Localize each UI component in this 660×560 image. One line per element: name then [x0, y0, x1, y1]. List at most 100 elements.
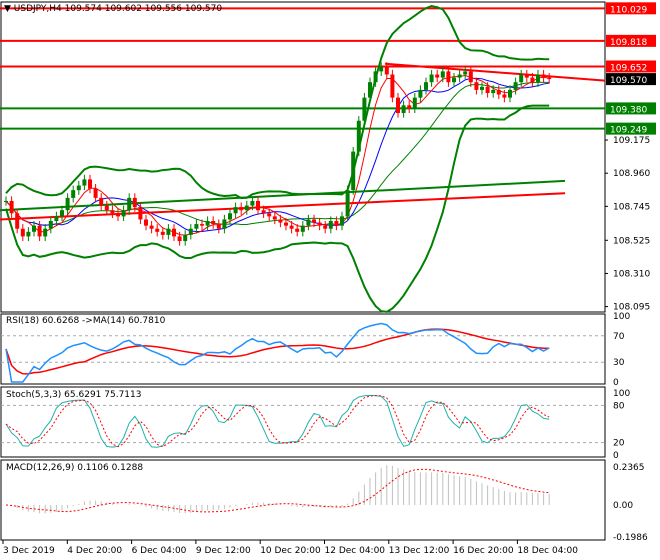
trendline-red	[0, 192, 566, 221]
macd-label: MACD(12,26,9) 0.1106 0.1288	[6, 463, 144, 473]
time-tick-label: 4 Dec 20:00	[67, 546, 122, 556]
price-level-tag	[606, 34, 656, 47]
stoch-signal-line	[5, 395, 550, 448]
candle-body	[440, 71, 445, 78]
rsi-tick-label: 100	[613, 312, 630, 322]
bollinger-upper	[5, 5, 550, 200]
rsi-tick-label: 70	[613, 332, 625, 342]
candle-body	[485, 86, 490, 93]
candle-body	[278, 219, 283, 223]
candle-body	[20, 228, 25, 237]
candle-body	[508, 89, 512, 98]
candle-body	[205, 221, 210, 226]
candle-body	[457, 74, 462, 78]
price-level-label: 109.652	[610, 63, 647, 73]
panel-frame-1	[0, 313, 606, 385]
candle-body	[524, 74, 529, 78]
candle-body	[132, 197, 137, 208]
candle-body	[93, 188, 98, 198]
candle-body	[9, 200, 14, 214]
stoch-label: Stoch(5,3,3) 65.6291 75.7113	[6, 390, 142, 400]
candle-body	[474, 82, 479, 90]
price-tick-label: 108.095	[613, 303, 650, 313]
candle-body	[160, 231, 165, 235]
candle-body	[82, 179, 87, 186]
stoch-tick-label: 80	[613, 401, 625, 411]
candle-body	[502, 94, 507, 98]
candle-body	[256, 200, 260, 211]
candle-body	[216, 224, 221, 229]
candle-body	[222, 219, 227, 229]
candle-body	[468, 71, 473, 83]
candle-body	[104, 205, 109, 211]
candle-body	[435, 74, 440, 78]
price-level-tag	[606, 122, 656, 135]
price-tick-label: 108.960	[613, 169, 650, 179]
candle-body	[295, 228, 300, 232]
time-tick-label: 18 Dec 04:00	[517, 546, 578, 556]
candle-body	[194, 224, 199, 229]
symbol-label: USDJPY,H4	[13, 4, 62, 14]
candle-body	[99, 197, 104, 206]
candle-body	[496, 89, 501, 95]
rsi-tick-label: 0	[613, 378, 619, 388]
candle-body	[155, 228, 160, 232]
time-tick-label: 13 Dec 12:00	[389, 546, 450, 556]
candle-body	[54, 216, 59, 222]
candle-body	[536, 74, 540, 83]
bollinger-lower	[5, 104, 550, 313]
candle-body	[401, 105, 406, 114]
candle-body	[530, 77, 535, 83]
candle-body	[463, 71, 468, 75]
candle-body	[37, 225, 42, 237]
candle-body	[88, 179, 92, 189]
macd-signal-line	[5, 468, 550, 513]
candle-body	[547, 77, 552, 80]
candle-body	[177, 236, 182, 242]
ma-fast-line	[5, 74, 550, 236]
price-level-label: 110.029	[610, 5, 647, 15]
ohlc-values: 109.574 109.602 109.556 109.570	[64, 4, 223, 14]
candle-body	[317, 222, 322, 226]
candle-body	[345, 190, 350, 217]
candle-body	[48, 221, 53, 229]
candle-body	[32, 225, 36, 232]
stoch-tick-label: 100	[613, 389, 630, 399]
candle-body	[43, 228, 48, 237]
candle-body	[239, 207, 244, 211]
time-tick-label: 12 Dec 04:00	[325, 546, 386, 556]
current-price-label: 109.570	[610, 76, 647, 86]
candle-body	[166, 228, 171, 235]
candle-body	[452, 77, 456, 83]
candle-body	[412, 97, 417, 109]
candle-body	[183, 234, 188, 242]
candle-body	[272, 216, 277, 220]
candle-body	[446, 71, 451, 83]
candle-body	[211, 221, 216, 225]
stoch-main-line	[5, 394, 550, 448]
candle-body	[491, 89, 496, 93]
price-level-label: 109.249	[610, 126, 647, 136]
candle-body	[306, 219, 311, 226]
dropdown-triangle-icon[interactable]: ▼	[4, 4, 11, 14]
price-tick-label: 108.310	[613, 269, 650, 279]
candle-body	[4, 200, 8, 202]
candle-body	[267, 213, 272, 217]
symbol-header: ▼ USDJPY,H4 109.574 109.602 109.556 109.…	[4, 4, 222, 14]
candle-body	[396, 97, 400, 114]
candle-body	[149, 225, 154, 229]
bollinger-middle	[5, 81, 550, 226]
price-tick-label: 108.525	[613, 236, 650, 246]
candle-body	[519, 74, 524, 83]
candle-body	[71, 190, 76, 198]
candle-body	[228, 213, 232, 220]
stoch-tick-label: 0	[613, 451, 619, 461]
rsi-label: RSI(18) 60.6268 ->MA(14) 60.7810	[6, 316, 166, 326]
candle-body	[26, 231, 31, 237]
candle-body	[138, 207, 143, 220]
candle-body	[340, 216, 344, 226]
time-tick-label: 16 Dec 20:00	[453, 546, 514, 556]
candle-body	[250, 200, 255, 206]
